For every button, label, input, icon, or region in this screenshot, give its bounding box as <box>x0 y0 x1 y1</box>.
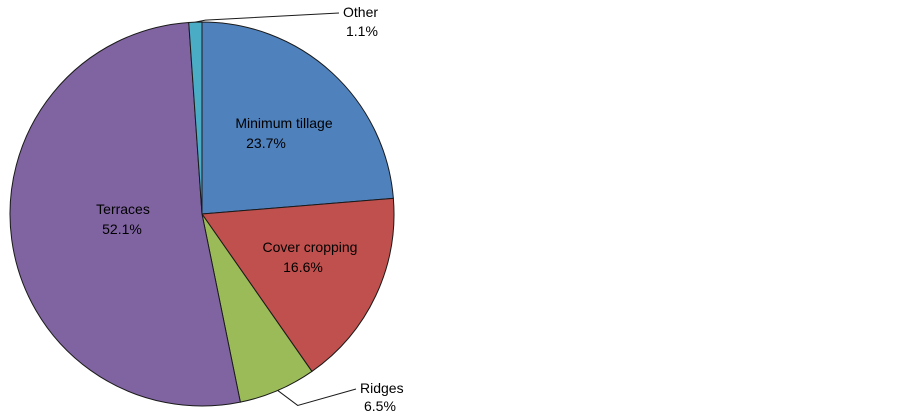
pie-slice-terraces <box>9 21 241 407</box>
label-other-name: Other <box>343 4 378 20</box>
label-minimum-tillage-value: 23.7% <box>246 135 286 151</box>
pie-slice-cover-cropping <box>201 197 395 373</box>
label-minimum-tillage-name: Minimum tillage <box>235 115 332 131</box>
label-terraces-value: 52.1% <box>102 221 142 237</box>
label-other-value: 1.1% <box>346 23 378 39</box>
label-terraces-name: Terraces <box>96 201 150 217</box>
leader-line-ridges <box>277 388 357 406</box>
pie-slices <box>9 21 395 407</box>
pie-slice-minimum-tillage <box>201 21 394 215</box>
label-ridges-name: Ridges <box>360 380 404 396</box>
leader-lines <box>195 12 357 406</box>
leader-line-other <box>195 12 340 23</box>
label-cover-cropping-value: 16.6% <box>283 259 323 275</box>
label-cover-cropping-name: Cover cropping <box>263 239 358 255</box>
pie-slice-other <box>188 21 203 215</box>
label-ridges-value: 6.5% <box>364 398 396 414</box>
